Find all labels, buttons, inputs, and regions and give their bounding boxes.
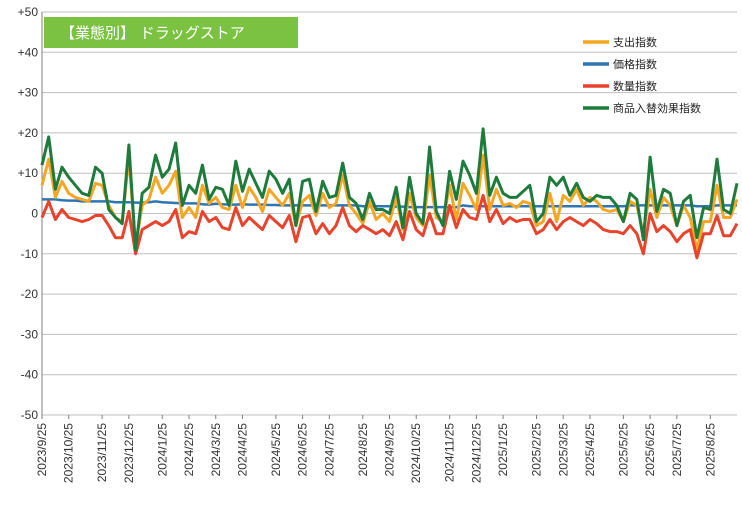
- x-tick-label: 2024/12/25: [469, 423, 483, 483]
- x-tick-label: 2025/4/25: [583, 423, 597, 477]
- legend-label: 商品入替効果指数: [613, 101, 701, 115]
- x-tick-label: 2024/5/25: [269, 423, 283, 477]
- legend-label: 支出指数: [613, 35, 657, 49]
- legend-label: 価格指数: [613, 57, 657, 71]
- y-tick-label: -30: [21, 327, 39, 341]
- y-tick-label: -40: [21, 368, 39, 382]
- y-tick-label: -10: [21, 247, 39, 261]
- y-tick-labels: +50 +40 +30 +20 +10 0 -10 -20 -30 -40 -50: [18, 5, 39, 422]
- y-tick-label: 0: [31, 207, 38, 221]
- y-tick-label: +50: [18, 5, 39, 19]
- x-tick-label: 2025/1/25: [496, 423, 510, 477]
- y-tick-label: -20: [21, 287, 39, 301]
- x-tick-label: 2025/3/25: [556, 423, 570, 477]
- axes: [41, 12, 711, 419]
- x-tick-label: 2024/11/25: [443, 423, 457, 482]
- x-tick-labels: 2023/9/25 2023/10/25 2023/11/25 2023/12/25 2…: [35, 423, 717, 483]
- x-tick-label: 2025/6/25: [643, 423, 657, 477]
- series-line-2: [40, 193, 739, 260]
- x-tick-label: 2023/12/25: [122, 423, 136, 483]
- x-tick-label: 2025/7/25: [670, 423, 684, 477]
- x-tick-label: 2023/11/25: [95, 423, 109, 482]
- series-lines: [40, 127, 739, 260]
- x-tick-label: 2025/5/25: [616, 423, 630, 477]
- x-tick-label: 2024/6/25: [296, 423, 310, 477]
- x-tick-label: 2024/3/25: [209, 423, 223, 477]
- series-line-1: [42, 198, 737, 209]
- x-tick-label: 2024/2/25: [182, 423, 196, 477]
- x-tick-label: 2023/9/25: [35, 423, 49, 477]
- x-tick-label: 2024/1/25: [155, 423, 169, 477]
- y-tick-label: -50: [21, 408, 39, 422]
- y-tick-label: +10: [18, 166, 39, 180]
- x-tick-label: 2023/10/25: [62, 423, 76, 483]
- x-tick-label: 2024/10/25: [409, 423, 423, 483]
- chart-title-box: 【業態別】 ドラッグストア: [44, 17, 298, 48]
- y-tick-label: +30: [18, 86, 39, 100]
- x-tick-label: 2024/7/25: [322, 423, 336, 477]
- x-tick-label: 2024/9/25: [383, 423, 397, 477]
- series-line-3: [40, 127, 739, 252]
- x-tick-label: 2025/2/25: [530, 423, 544, 477]
- y-tick-label: +40: [18, 45, 39, 59]
- x-tick-label: 2024/8/25: [356, 423, 370, 477]
- x-tick-label: 2024/4/25: [235, 423, 249, 477]
- chart-title: 【業態別】 ドラッグストア: [60, 24, 245, 42]
- title-background: [44, 17, 298, 48]
- y-tick-label: +20: [18, 126, 39, 140]
- x-tick-label: 2025/8/25: [703, 423, 717, 477]
- legend-label: 数量指数: [613, 79, 657, 93]
